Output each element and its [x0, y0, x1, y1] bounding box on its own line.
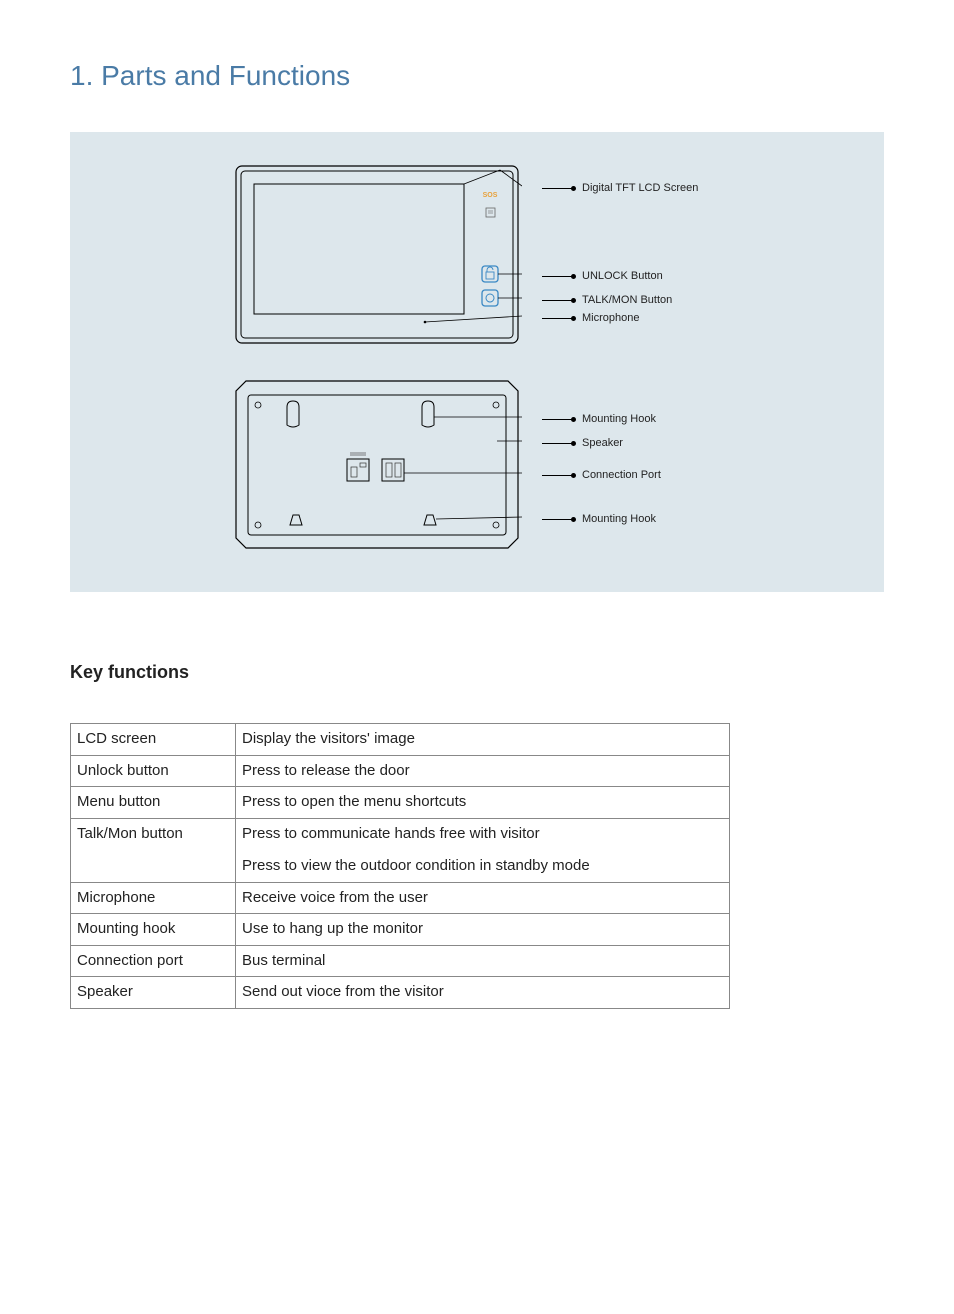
func-desc: Receive voice from the user [236, 882, 730, 914]
table-row: Unlock buttonPress to release the door [71, 755, 730, 787]
func-desc: Bus terminal [236, 945, 730, 977]
callout-hook-top: Mounting Hook [582, 413, 656, 425]
table-row: Mounting hookUse to hang up the monitor [71, 914, 730, 946]
table-row: Talk/Mon buttonPress to communicate hand… [71, 818, 730, 882]
callout-unlock: UNLOCK Button [582, 270, 663, 282]
func-desc: Send out vioce from the visitor [236, 977, 730, 1009]
func-desc: Display the visitors' image [236, 724, 730, 756]
back-view-row: Mounting Hook Speaker Connection Port Mo… [110, 377, 844, 552]
sos-label: SOS [483, 192, 498, 199]
func-name: Talk/Mon button [71, 818, 236, 882]
front-view-row: SOS Digital TFT LCD Screen UNLOCK Button [110, 162, 844, 347]
table-row: MicrophoneReceive voice from the user [71, 882, 730, 914]
table-row: LCD screenDisplay the visitors' image [71, 724, 730, 756]
func-name: Microphone [71, 882, 236, 914]
front-view-diagram: SOS [232, 162, 522, 347]
table-row: SpeakerSend out vioce from the visitor [71, 977, 730, 1009]
callout-lcd: Digital TFT LCD Screen [582, 182, 698, 194]
front-callouts: Digital TFT LCD Screen UNLOCK Button TAL… [542, 162, 722, 347]
diagram-panel: SOS Digital TFT LCD Screen UNLOCK Button [70, 132, 884, 592]
callout-hook-bot: Mounting Hook [582, 513, 656, 525]
back-callouts: Mounting Hook Speaker Connection Port Mo… [542, 377, 722, 552]
func-name: Mounting hook [71, 914, 236, 946]
callout-talkmon: TALK/MON Button [582, 294, 672, 306]
table-row: Connection portBus terminal [71, 945, 730, 977]
func-name: Menu button [71, 787, 236, 819]
func-desc: Press to open the menu shortcuts [236, 787, 730, 819]
func-desc: Press to communicate hands free with vis… [236, 818, 730, 882]
func-name: LCD screen [71, 724, 236, 756]
callout-port: Connection Port [582, 469, 661, 481]
back-view-diagram [232, 377, 522, 552]
func-name: Speaker [71, 977, 236, 1009]
func-name: Connection port [71, 945, 236, 977]
key-functions-heading: Key functions [70, 662, 884, 683]
func-desc: Press to release the door [236, 755, 730, 787]
page-title: 1. Parts and Functions [70, 60, 884, 92]
func-name: Unlock button [71, 755, 236, 787]
callout-mic: Microphone [582, 312, 639, 324]
table-row: Menu buttonPress to open the menu shortc… [71, 787, 730, 819]
functions-table: LCD screenDisplay the visitors' imageUnl… [70, 723, 730, 1009]
func-desc: Use to hang up the monitor [236, 914, 730, 946]
callout-speaker: Speaker [582, 437, 623, 449]
